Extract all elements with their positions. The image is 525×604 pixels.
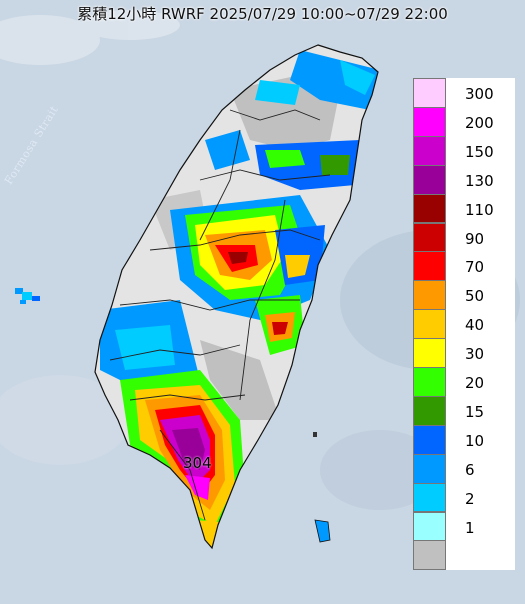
map-title: 累積12小時 RWRF 2025/07/29 10:00~07/29 22:00	[77, 5, 448, 23]
rainfall-legend: 300 200 150 130 110 90 70 50 40 30 20 15 10 6 2 1	[413, 78, 515, 571]
legend-label: 2	[465, 489, 475, 508]
legend-label: 30	[465, 345, 485, 364]
legend-swatch	[413, 106, 446, 137]
legend-label: 40	[465, 316, 485, 335]
legend-swatch	[413, 453, 446, 484]
legend-swatch	[413, 222, 446, 253]
legend-label: 20	[465, 374, 485, 392]
green-island	[313, 432, 317, 437]
legend-label: 1	[465, 518, 475, 537]
legend-label: 6	[465, 460, 475, 479]
legend-label: 130	[465, 171, 494, 190]
legend-label: 110	[465, 200, 494, 219]
legend-swatch	[413, 280, 446, 311]
legend-swatch	[413, 193, 446, 224]
legend-swatch	[413, 511, 446, 542]
lanyu-island	[314, 519, 331, 543]
legend-swatch	[413, 135, 446, 166]
legend-label: 200	[465, 113, 494, 132]
legend-swatch	[413, 309, 446, 340]
legend-label: 90	[465, 229, 485, 248]
legend-label: 70	[465, 258, 485, 277]
legend-label: 300	[465, 85, 494, 103]
legend-swatch	[413, 482, 446, 513]
legend-swatch	[413, 540, 446, 571]
penghu-rain	[15, 288, 40, 304]
legend-swatch	[413, 164, 446, 195]
legend-swatch	[413, 424, 446, 455]
peak-value-label: 304	[183, 454, 212, 472]
legend-swatch	[413, 251, 446, 282]
legend-swatch	[413, 338, 446, 368]
legend-swatch	[413, 367, 446, 397]
legend-swatch	[413, 78, 446, 108]
island-outline	[94, 44, 379, 550]
legend-label: 15	[465, 402, 485, 421]
legend-label: 10	[465, 431, 485, 450]
legend-label: 50	[465, 287, 485, 306]
legend-swatch	[413, 395, 446, 426]
legend-label: 150	[465, 142, 494, 161]
